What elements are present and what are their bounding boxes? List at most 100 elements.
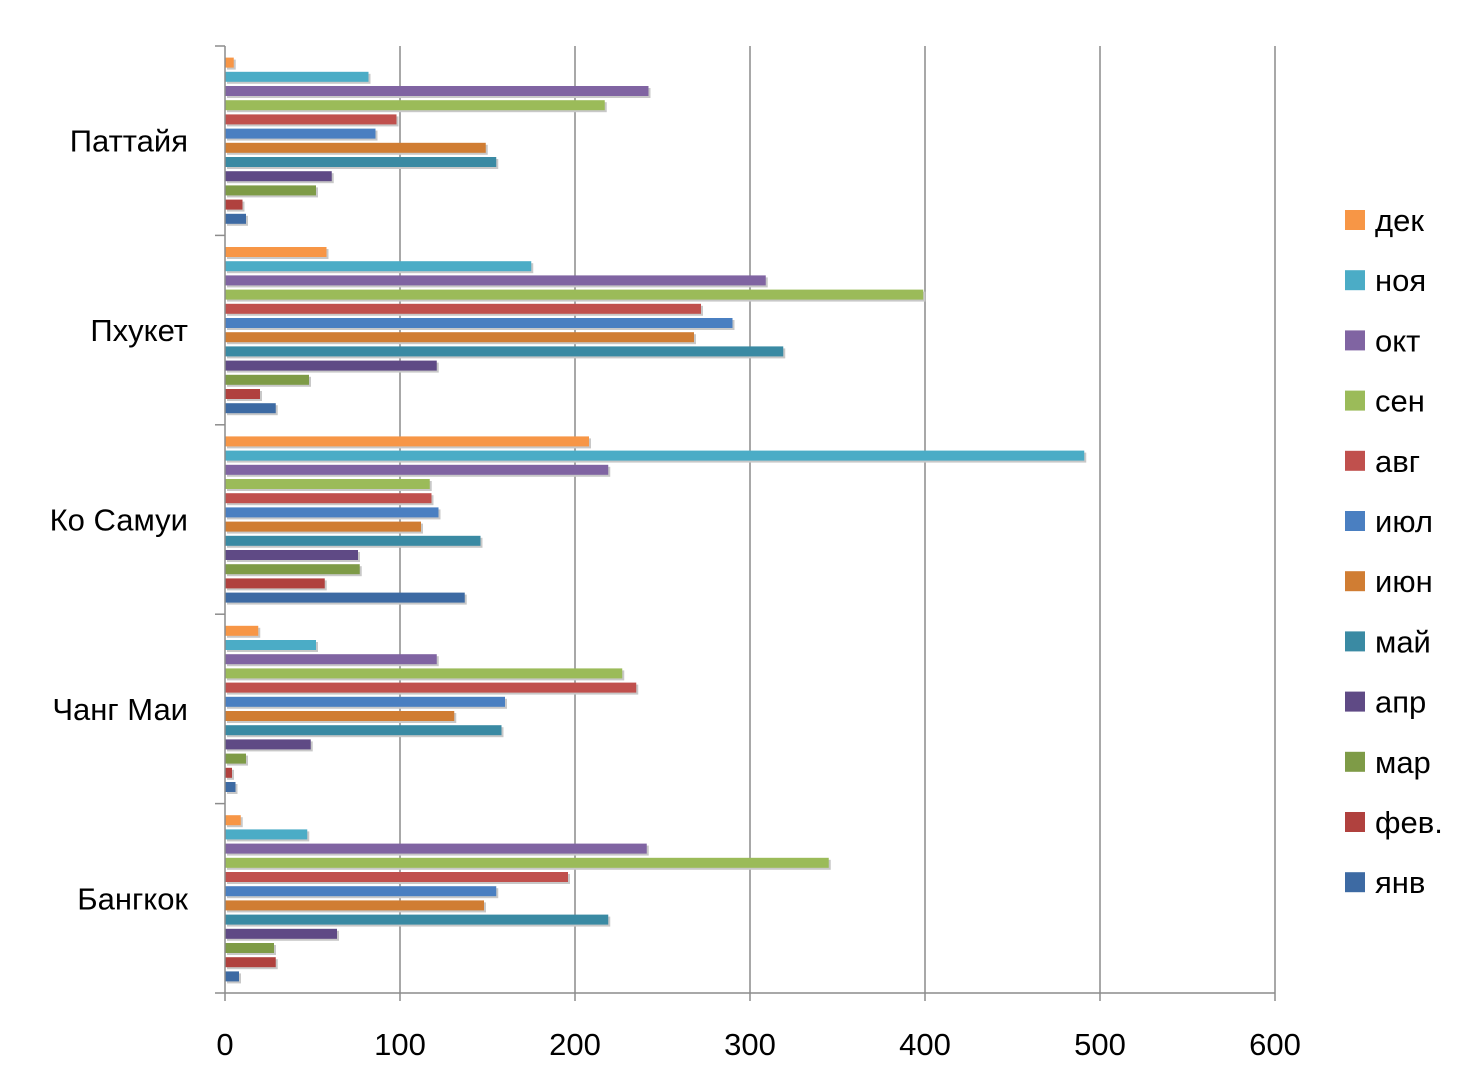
bar	[225, 521, 421, 532]
bar	[225, 71, 369, 82]
bar	[225, 493, 432, 504]
legend-label: сен	[1375, 384, 1425, 419]
legend-label: дек	[1375, 203, 1424, 238]
bar	[225, 275, 766, 286]
legend-swatch	[1345, 330, 1365, 351]
bar	[225, 289, 924, 300]
bar	[225, 711, 455, 721]
bar	[225, 725, 502, 736]
bar	[225, 374, 309, 385]
bar	[225, 450, 1085, 461]
bar	[225, 886, 497, 897]
bar	[225, 957, 276, 968]
x-tick-label: 100	[374, 1027, 426, 1062]
bar	[225, 767, 232, 778]
category-label: Бангкок	[77, 881, 188, 916]
bar	[225, 914, 609, 925]
bar	[225, 507, 439, 518]
legend-label: май	[1375, 624, 1431, 659]
bar	[225, 654, 437, 665]
bar	[225, 943, 274, 953]
bar	[225, 86, 649, 96]
bar	[225, 592, 465, 603]
category-label: Чанг Маи	[52, 692, 188, 727]
bar	[225, 303, 701, 314]
bar	[225, 872, 568, 882]
category-label: Пхукет	[90, 313, 188, 348]
bar	[225, 213, 246, 224]
x-tick-label: 500	[1074, 1027, 1126, 1062]
bar	[225, 682, 637, 693]
bar	[225, 564, 360, 575]
category-label: Ко Самуи	[50, 503, 188, 538]
legend-label: июн	[1375, 564, 1433, 599]
legend-label: мар	[1375, 745, 1431, 780]
bar	[225, 247, 327, 257]
bar	[225, 261, 532, 272]
bar	[225, 346, 784, 357]
bar	[225, 815, 241, 826]
bar	[225, 971, 239, 982]
legend-swatch	[1345, 872, 1365, 893]
legend-label: апр	[1375, 685, 1426, 720]
legend-swatch	[1345, 751, 1365, 772]
x-tick-label: 200	[549, 1027, 601, 1062]
bar	[225, 753, 246, 764]
gridlines	[399, 46, 1276, 993]
legend-label: окт	[1375, 323, 1420, 358]
legend-label: авг	[1375, 444, 1420, 479]
bar	[225, 157, 497, 167]
bar	[225, 843, 647, 854]
axes: 0 100 200 300 400 500 600 Бангкок Чанг Маи Ко Сам…	[50, 45, 1301, 1062]
bar	[225, 535, 481, 546]
bar	[225, 464, 609, 475]
bar	[225, 668, 623, 679]
bar	[225, 389, 260, 399]
bar	[225, 739, 311, 750]
bar	[225, 199, 243, 210]
legend: дек ноя окт сен авг июл июн май апр мар фев. янв	[1345, 203, 1443, 900]
legend-swatch	[1345, 812, 1365, 832]
bar	[225, 900, 484, 911]
x-tick-label: 0	[216, 1027, 233, 1062]
legend-swatch	[1345, 691, 1365, 712]
bar	[225, 436, 589, 447]
bar	[225, 928, 337, 939]
bar	[225, 332, 694, 343]
bar	[225, 550, 358, 560]
bar	[225, 782, 236, 792]
bar	[225, 114, 397, 125]
bar	[225, 829, 308, 840]
bar	[225, 640, 316, 650]
legend-swatch	[1345, 390, 1365, 411]
legend-label: ноя	[1375, 263, 1426, 298]
bar	[225, 171, 332, 182]
bars	[225, 57, 1087, 984]
bar	[225, 696, 505, 707]
bar	[225, 318, 733, 328]
legend-swatch	[1345, 511, 1365, 531]
legend-swatch	[1345, 450, 1365, 471]
legend-swatch	[1345, 210, 1365, 230]
x-tick-label: 300	[724, 1027, 776, 1062]
bar	[225, 578, 325, 589]
bar	[225, 100, 605, 111]
legend-swatch	[1345, 631, 1365, 652]
bar	[225, 128, 376, 139]
legend-label: июл	[1375, 504, 1433, 539]
x-tick-label: 600	[1249, 1027, 1301, 1062]
category-label: Паттайя	[70, 124, 188, 159]
legend-label: фев.	[1375, 805, 1443, 840]
bar	[225, 625, 259, 636]
bar	[225, 857, 829, 868]
bar	[225, 142, 486, 153]
legend-label: янв	[1375, 865, 1425, 900]
legend-swatch	[1345, 571, 1365, 592]
bar	[225, 479, 430, 489]
bar	[225, 360, 437, 371]
bar	[225, 403, 276, 414]
bar	[225, 185, 316, 196]
x-tick-label: 400	[899, 1027, 951, 1062]
bar	[225, 57, 234, 68]
